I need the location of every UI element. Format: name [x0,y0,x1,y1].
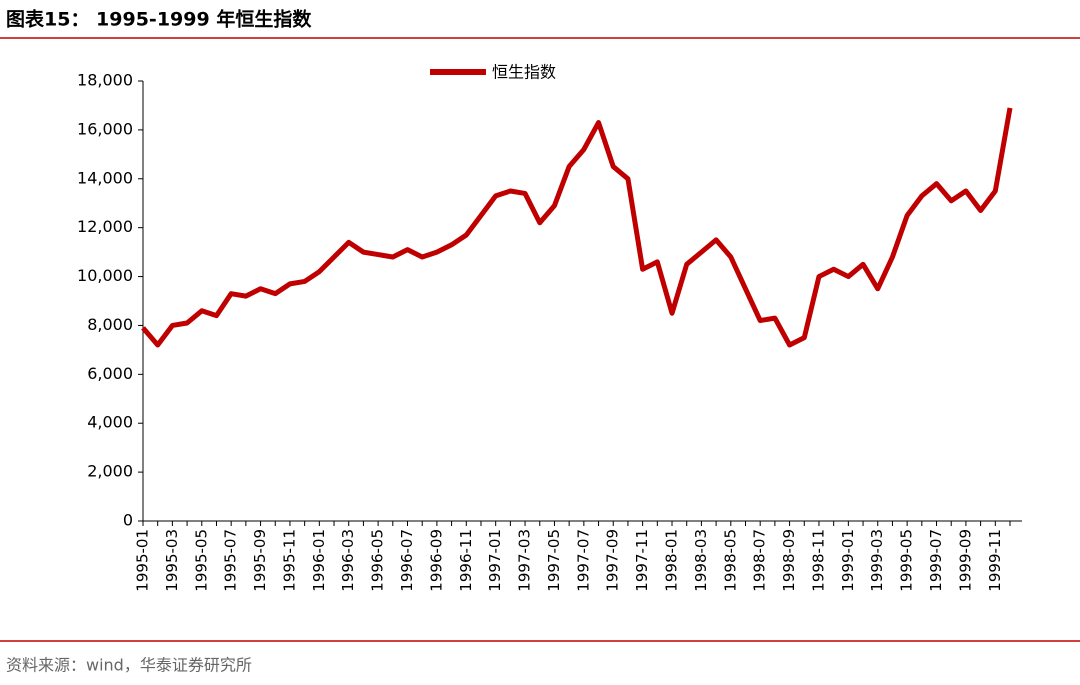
x-tick-label: 1999-09 [956,529,974,592]
x-tick-label: 1999-05 [898,529,916,592]
x-tick-label: 1995-11 [280,529,298,592]
x-tick-label: 1999-01 [839,529,857,592]
y-tick-label: 16,000 [77,119,133,138]
y-tick-label: 2,000 [87,462,133,481]
y-tick-label: 14,000 [77,168,133,187]
y-tick-label: 4,000 [87,413,133,432]
x-tick-label: 1997-07 [574,529,592,592]
x-tick-label: 1996-03 [339,529,357,592]
chart-title: 图表15： 1995-1999 年恒生指数 [6,8,312,31]
x-tick-label: 1997-05 [545,529,563,592]
x-tick-label: 1996-11 [457,529,475,592]
x-tick-label: 1998-01 [663,529,681,592]
x-tick-label: 1998-11 [809,529,827,592]
legend-label: 恒生指数 [492,63,556,82]
x-tick-label: 1997-01 [486,529,504,592]
x-tick-label: 1995-03 [163,529,181,592]
x-tick-label: 1995-01 [134,529,152,592]
x-tick-label: 1998-03 [692,529,710,592]
x-tick-label: 1996-05 [369,529,387,592]
y-tick-label: 12,000 [77,217,133,236]
x-tick-label: 1997-03 [516,529,534,592]
source-note: 资料来源：wind，华泰证券研究所 [6,656,252,675]
y-tick-label: 10,000 [77,266,133,285]
y-tick-label: 6,000 [87,364,133,383]
x-tick-label: 1996-09 [427,529,445,592]
y-tick-label: 0 [123,511,133,530]
x-tick-label: 1995-05 [192,529,210,592]
x-tick-label: 1999-11 [986,529,1004,592]
x-tick-label: 1998-05 [721,529,739,592]
line-series [141,107,1013,348]
x-tick-label: 1999-07 [927,529,945,592]
x-tick-label: 1998-09 [780,529,798,592]
x-tick-label: 1997-09 [604,529,622,592]
x-tick-label: 1996-07 [398,529,416,592]
y-tick-label: 8,000 [87,315,133,334]
x-tick-label: 1995-07 [222,529,240,592]
x-tick-label: 1996-01 [310,529,328,592]
x-tick-label: 1995-09 [251,529,269,592]
x-tick-label: 1998-07 [751,529,769,592]
x-tick-label: 1997-11 [633,529,651,592]
y-tick-label: 18,000 [77,71,133,90]
x-tick-label: 1999-03 [868,529,886,592]
